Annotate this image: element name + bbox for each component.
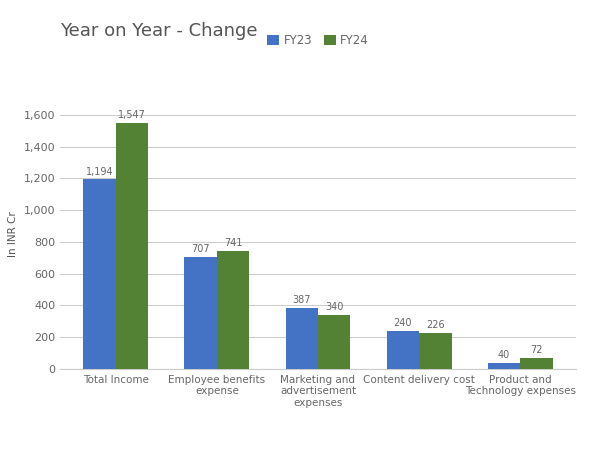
Bar <box>116 123 148 369</box>
Bar <box>286 307 318 369</box>
Bar <box>217 251 249 369</box>
Text: 240: 240 <box>394 318 412 328</box>
Bar <box>83 180 116 369</box>
Text: 40: 40 <box>498 350 510 360</box>
Text: 387: 387 <box>293 295 311 305</box>
Text: 707: 707 <box>191 244 210 254</box>
Text: 340: 340 <box>325 302 343 312</box>
Y-axis label: In INR Cr: In INR Cr <box>8 211 18 257</box>
Text: 1,547: 1,547 <box>118 110 146 121</box>
Bar <box>419 333 452 369</box>
Text: Year on Year - Change: Year on Year - Change <box>60 22 257 40</box>
Bar <box>318 315 350 369</box>
Bar <box>488 363 520 369</box>
Text: 1,194: 1,194 <box>86 166 113 176</box>
Text: 72: 72 <box>530 345 543 355</box>
Legend: FY23, FY24: FY23, FY24 <box>262 29 374 52</box>
Bar <box>520 358 553 369</box>
Bar <box>387 331 419 369</box>
Text: 226: 226 <box>426 320 445 330</box>
Text: 741: 741 <box>224 238 242 248</box>
Bar <box>184 256 217 369</box>
